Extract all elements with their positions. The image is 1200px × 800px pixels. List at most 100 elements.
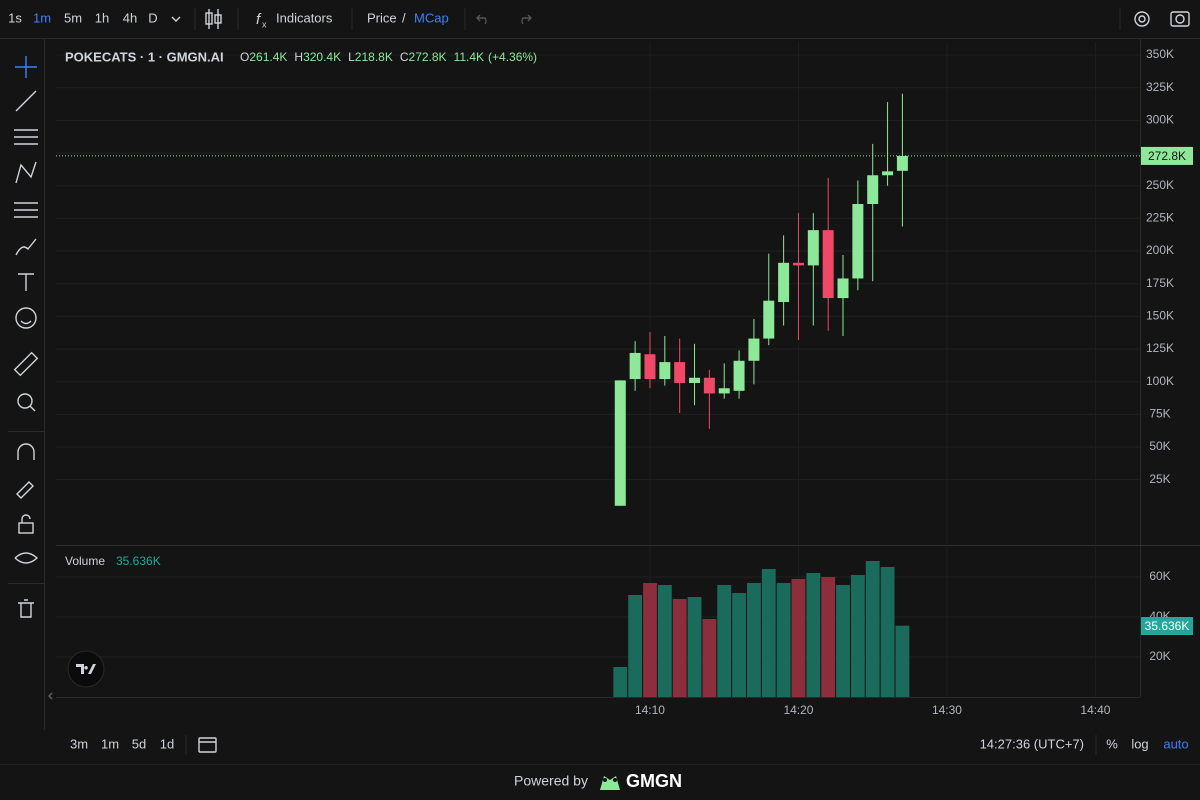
volume-bar xyxy=(746,583,761,697)
legend-label: O xyxy=(240,50,249,64)
interval-button[interactable]: 5m xyxy=(64,10,82,25)
interval-button[interactable]: D xyxy=(148,10,157,25)
indicators-button[interactable]: Indicators xyxy=(276,10,333,25)
delete-tool[interactable] xyxy=(18,599,34,618)
candle-body xyxy=(748,338,760,361)
interval-button[interactable]: 1h xyxy=(95,10,109,25)
candle-body xyxy=(733,360,745,391)
candle-body xyxy=(837,278,849,299)
log-toggle[interactable]: log xyxy=(1131,736,1148,751)
price-toggle[interactable]: Price xyxy=(367,10,397,25)
fib-tool[interactable] xyxy=(14,129,38,145)
ruler-tool[interactable] xyxy=(13,351,39,377)
volume-bar xyxy=(643,583,657,697)
candle-body xyxy=(807,230,819,266)
pattern-tool[interactable] xyxy=(15,161,37,184)
candle-body xyxy=(629,352,641,380)
volume-legend-value: 35.636K xyxy=(116,554,161,568)
candle-body xyxy=(614,380,626,506)
y-tick-label: 200K xyxy=(1146,243,1174,257)
volume-bar xyxy=(687,597,702,697)
lock-draw-tool[interactable] xyxy=(16,481,34,499)
symbol-title: POKECATS · 1 · GMGN.AI xyxy=(65,49,224,64)
visibility-tool[interactable] xyxy=(14,552,39,564)
legend-label: L xyxy=(348,50,355,64)
fx-icon[interactable]: f xyxy=(256,11,262,28)
crosshair-tool[interactable] xyxy=(15,56,37,78)
candle-body xyxy=(882,171,894,176)
toggle-divider: / xyxy=(402,10,406,25)
interval-button[interactable]: 4h xyxy=(123,10,137,25)
trend-line-tool[interactable] xyxy=(15,90,37,112)
y-tick-label: 250K xyxy=(1146,178,1174,192)
magnet-tool[interactable] xyxy=(17,443,35,460)
mcap-toggle[interactable]: MCap xyxy=(414,10,449,25)
y-tick-label: 125K xyxy=(1146,341,1174,355)
range-button[interactable]: 1d xyxy=(160,736,174,751)
brand-name: GMGN xyxy=(626,771,682,791)
candle-body xyxy=(703,377,715,394)
volume-bar xyxy=(657,585,672,697)
x-tick-label: 14:40 xyxy=(1080,703,1110,717)
bottom-toolbar: 3m 1m 5d 1d 14:27:36 (UTC+7) % log auto xyxy=(70,735,1189,755)
range-button[interactable]: 3m xyxy=(70,736,88,751)
icon-tool[interactable] xyxy=(15,307,37,329)
volume-bar xyxy=(732,593,746,697)
interval-button[interactable]: 1s xyxy=(8,10,22,25)
legend-change-pct: (+4.36%) xyxy=(488,50,537,64)
screenshot-button[interactable] xyxy=(1170,11,1190,27)
auto-toggle[interactable]: auto xyxy=(1163,736,1188,751)
legend-value: 218.8K xyxy=(355,50,393,64)
settings-button[interactable] xyxy=(1134,11,1150,27)
candle-body xyxy=(644,354,656,380)
tradingview-logo[interactable] xyxy=(67,650,105,688)
candle-body xyxy=(718,388,730,394)
collapse-button[interactable] xyxy=(48,692,53,700)
legend-change: 11.4K xyxy=(454,50,484,64)
y-tick-label: 225K xyxy=(1146,211,1174,225)
candle-body xyxy=(896,155,908,171)
goto-date-button[interactable] xyxy=(198,737,217,753)
x-tick-label: 14:10 xyxy=(635,703,665,717)
volume-bar xyxy=(895,625,910,697)
candle-body xyxy=(689,377,701,383)
interval-button[interactable]: 1m xyxy=(33,10,51,25)
marks xyxy=(56,93,1140,697)
y-tick-label: 60K xyxy=(1149,569,1170,583)
text-tool[interactable] xyxy=(18,273,34,291)
undo-button[interactable] xyxy=(476,14,487,25)
volume-bar xyxy=(761,569,776,697)
gmgn-logo xyxy=(600,776,620,790)
volume-bar xyxy=(865,561,880,697)
volume-bar xyxy=(613,667,628,697)
volume-bar xyxy=(791,579,806,697)
legend-label: H xyxy=(294,50,303,64)
percent-toggle[interactable]: % xyxy=(1106,736,1118,751)
redo-button[interactable] xyxy=(521,14,532,25)
volume-bar xyxy=(702,619,717,697)
powered-by: Powered by xyxy=(514,773,588,789)
range-button[interactable]: 1m xyxy=(101,736,119,751)
interval-dropdown[interactable] xyxy=(171,16,181,22)
volume-bar xyxy=(850,575,865,697)
range-button[interactable]: 5d xyxy=(132,736,146,751)
x-tick-label: 14:30 xyxy=(932,703,962,717)
lock-tool[interactable] xyxy=(18,514,34,534)
volume-bar xyxy=(776,583,791,697)
fx-icon[interactable]: x xyxy=(262,19,267,29)
y-tick-label: 25K xyxy=(1149,472,1170,486)
candle-body xyxy=(852,204,864,279)
zoom-tool[interactable] xyxy=(17,393,36,412)
legend-label: C xyxy=(400,50,409,64)
left-toolbar xyxy=(8,56,53,700)
candle-body xyxy=(659,362,671,380)
y-tick-label: 150K xyxy=(1146,309,1174,323)
brush-tool[interactable] xyxy=(15,238,37,256)
projection-tool[interactable] xyxy=(14,202,38,218)
y-tick-label: 175K xyxy=(1146,276,1174,290)
y-tick-label: 75K xyxy=(1149,407,1170,421)
volume-bar xyxy=(880,567,895,697)
chart-type-button[interactable] xyxy=(205,9,222,29)
